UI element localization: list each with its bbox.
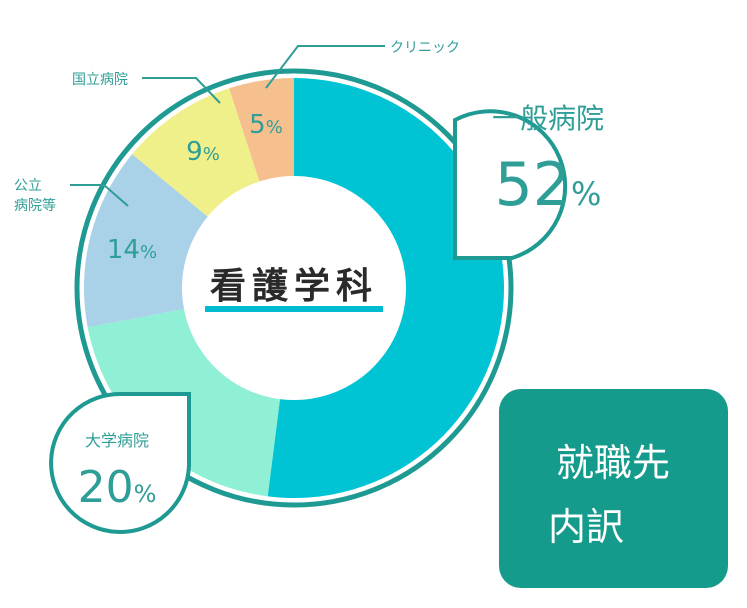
data-label-clinic: 5% <box>249 110 283 140</box>
center-title-underline <box>205 306 383 312</box>
category-label-public-line1: 公立 <box>14 178 42 194</box>
leader-line-public <box>70 184 129 207</box>
center-title: 看護学科 <box>210 265 378 307</box>
info-box <box>499 389 728 588</box>
category-label-public-line2: 病院等 <box>14 197 56 214</box>
leader-line-national <box>142 77 221 104</box>
bubble-general-value: 52% <box>495 150 602 220</box>
bubble-general-name: 一般病院 <box>492 102 604 135</box>
info-box-line2: 内訳 <box>548 505 624 549</box>
bubble-university-name: 大学病院 <box>85 431 149 450</box>
bubble-general <box>453 109 568 260</box>
info-box-line1: 就職先 <box>556 441 670 485</box>
category-label-national: 国立病院 <box>72 72 128 88</box>
bubble-university <box>49 391 191 534</box>
leader-line-clinic <box>265 45 385 89</box>
donut-hole <box>182 176 406 400</box>
data-label-national: 9% <box>186 137 220 167</box>
bubble-university-value: 20% <box>78 462 157 513</box>
category-label-clinic: クリニック <box>390 40 460 56</box>
data-label-public: 14% <box>107 235 157 265</box>
